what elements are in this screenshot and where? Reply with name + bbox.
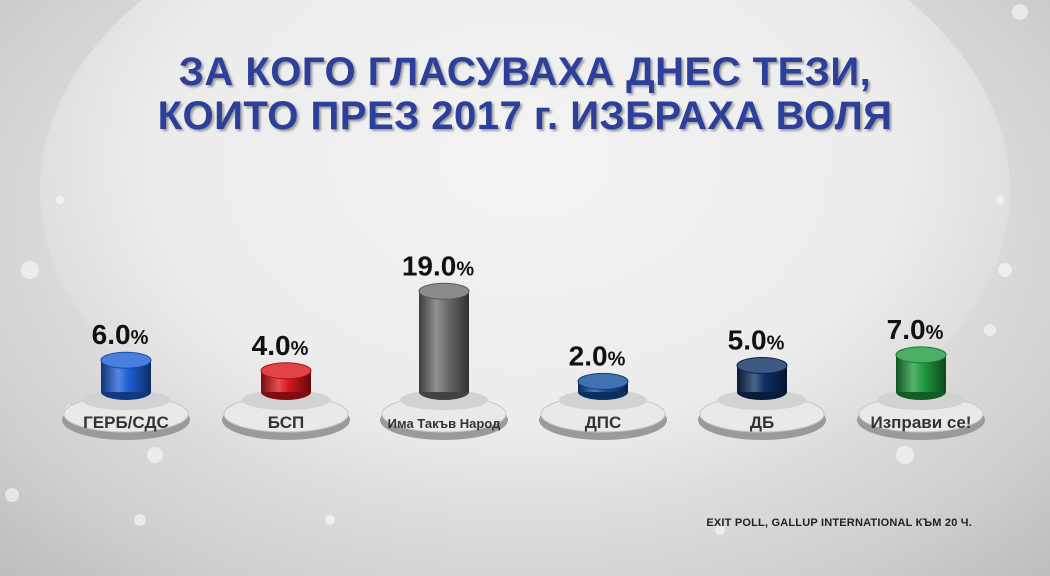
bar bbox=[577, 372, 629, 400]
category-label: Има Такъв Народ bbox=[388, 416, 501, 431]
bar bbox=[418, 282, 470, 400]
value-label: 2.0% bbox=[569, 340, 626, 371]
value-label: 4.0% bbox=[252, 330, 309, 361]
background-dot bbox=[21, 261, 39, 279]
background-dot bbox=[1012, 4, 1028, 20]
bar bbox=[260, 362, 312, 400]
category-label: Изправи се! bbox=[871, 413, 972, 432]
chart-title-line-2: КОИТО ПРЕЗ 2017 г. ИЗБРАХА ВОЛЯ bbox=[157, 94, 893, 138]
background-dot bbox=[998, 263, 1012, 277]
category-label: ГЕРБ/СДС bbox=[83, 413, 169, 432]
value-label: 19.0% bbox=[402, 250, 475, 281]
background-dot bbox=[147, 447, 163, 463]
background-dot bbox=[996, 196, 1004, 204]
chart-title-line-1: ЗА КОГО ГЛАСУВАХА ДНЕС ТЕЗИ, bbox=[178, 50, 872, 94]
background-dot bbox=[984, 324, 996, 336]
bar bbox=[736, 357, 788, 400]
value-label: 7.0% bbox=[887, 314, 944, 345]
background-dot bbox=[325, 515, 335, 525]
source-note: EXIT POLL, GALLUP INTERNATIONAL КЪМ 20 Ч… bbox=[706, 517, 972, 529]
background-halo bbox=[40, 0, 1010, 500]
category-label: ДБ bbox=[750, 413, 774, 432]
background-dot bbox=[5, 488, 19, 502]
background-dot bbox=[134, 514, 146, 526]
background-dot bbox=[896, 446, 914, 464]
value-label: 6.0% bbox=[92, 319, 149, 350]
pedestal bbox=[62, 390, 190, 440]
bar bbox=[100, 351, 152, 400]
category-label: БСП bbox=[268, 413, 305, 432]
bar bbox=[895, 346, 947, 400]
category-label: ДПС bbox=[585, 413, 622, 432]
background-dot bbox=[715, 525, 725, 535]
value-label: 5.0% bbox=[728, 325, 785, 356]
background-dot bbox=[56, 196, 64, 204]
